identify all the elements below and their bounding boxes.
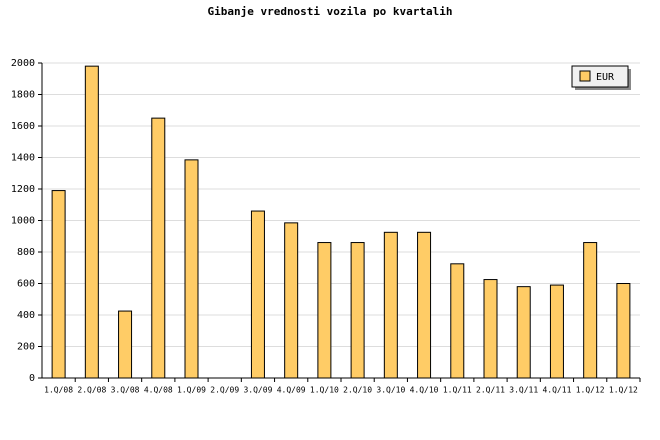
y-tick-label: 600 bbox=[17, 279, 35, 290]
legend-swatch bbox=[579, 70, 591, 82]
bar bbox=[284, 222, 299, 379]
x-tick-label: 4.Q/10 bbox=[410, 386, 439, 395]
y-tick-label: 400 bbox=[17, 310, 35, 321]
x-tick-label: 2.Q/10 bbox=[343, 386, 372, 395]
bar bbox=[616, 283, 631, 379]
bar bbox=[317, 242, 332, 379]
y-tick-label: 200 bbox=[17, 342, 35, 353]
x-tick-label: 2.Q/09 bbox=[210, 386, 239, 395]
x-tick-label: 1.Q/12 bbox=[576, 386, 605, 395]
legend-label: EUR bbox=[596, 72, 615, 83]
bar bbox=[583, 242, 598, 379]
x-tick-label: 1.Q/08 bbox=[44, 386, 73, 395]
x-tick-label: 4.Q/09 bbox=[277, 386, 306, 395]
y-tick-label: 1000 bbox=[11, 216, 35, 227]
x-tick-label: 4.Q/11 bbox=[542, 386, 571, 395]
y-tick-label: 1800 bbox=[11, 90, 35, 101]
bar bbox=[250, 210, 265, 379]
bar bbox=[350, 242, 365, 379]
bar bbox=[151, 117, 166, 379]
bar bbox=[383, 231, 398, 379]
x-tick-label: 1.Q/09 bbox=[177, 386, 206, 395]
x-tick-label: 1.Q/11 bbox=[443, 386, 472, 395]
y-tick-label: 0 bbox=[29, 373, 35, 384]
x-tick-label: 2.Q/11 bbox=[476, 386, 505, 395]
bar bbox=[549, 284, 564, 379]
y-tick-label: 800 bbox=[17, 247, 35, 258]
y-tick-label: 1600 bbox=[11, 121, 35, 132]
y-tick-label: 2000 bbox=[11, 58, 35, 69]
x-tick-label: 1.Q/12 bbox=[609, 386, 638, 395]
x-tick-label: 4.Q/08 bbox=[144, 386, 173, 395]
bar bbox=[184, 159, 199, 379]
bar bbox=[516, 286, 531, 379]
x-tick-label: 3.Q/10 bbox=[376, 386, 405, 395]
bar bbox=[118, 310, 133, 379]
bar bbox=[483, 279, 498, 379]
x-tick-label: 2.Q/08 bbox=[77, 386, 106, 395]
y-tick-label: 1200 bbox=[11, 184, 35, 195]
chart-title: Gibanje vrednosti vozila po kvartalih bbox=[207, 5, 452, 18]
x-tick-label: 3.Q/11 bbox=[509, 386, 538, 395]
bar bbox=[417, 231, 432, 379]
bar bbox=[51, 190, 66, 379]
x-tick-label: 3.Q/09 bbox=[243, 386, 272, 395]
bar bbox=[84, 65, 99, 379]
y-tick-label: 1400 bbox=[11, 153, 35, 164]
x-tick-label: 3.Q/08 bbox=[111, 386, 140, 395]
x-tick-label: 1.Q/10 bbox=[310, 386, 339, 395]
bar bbox=[450, 263, 465, 379]
